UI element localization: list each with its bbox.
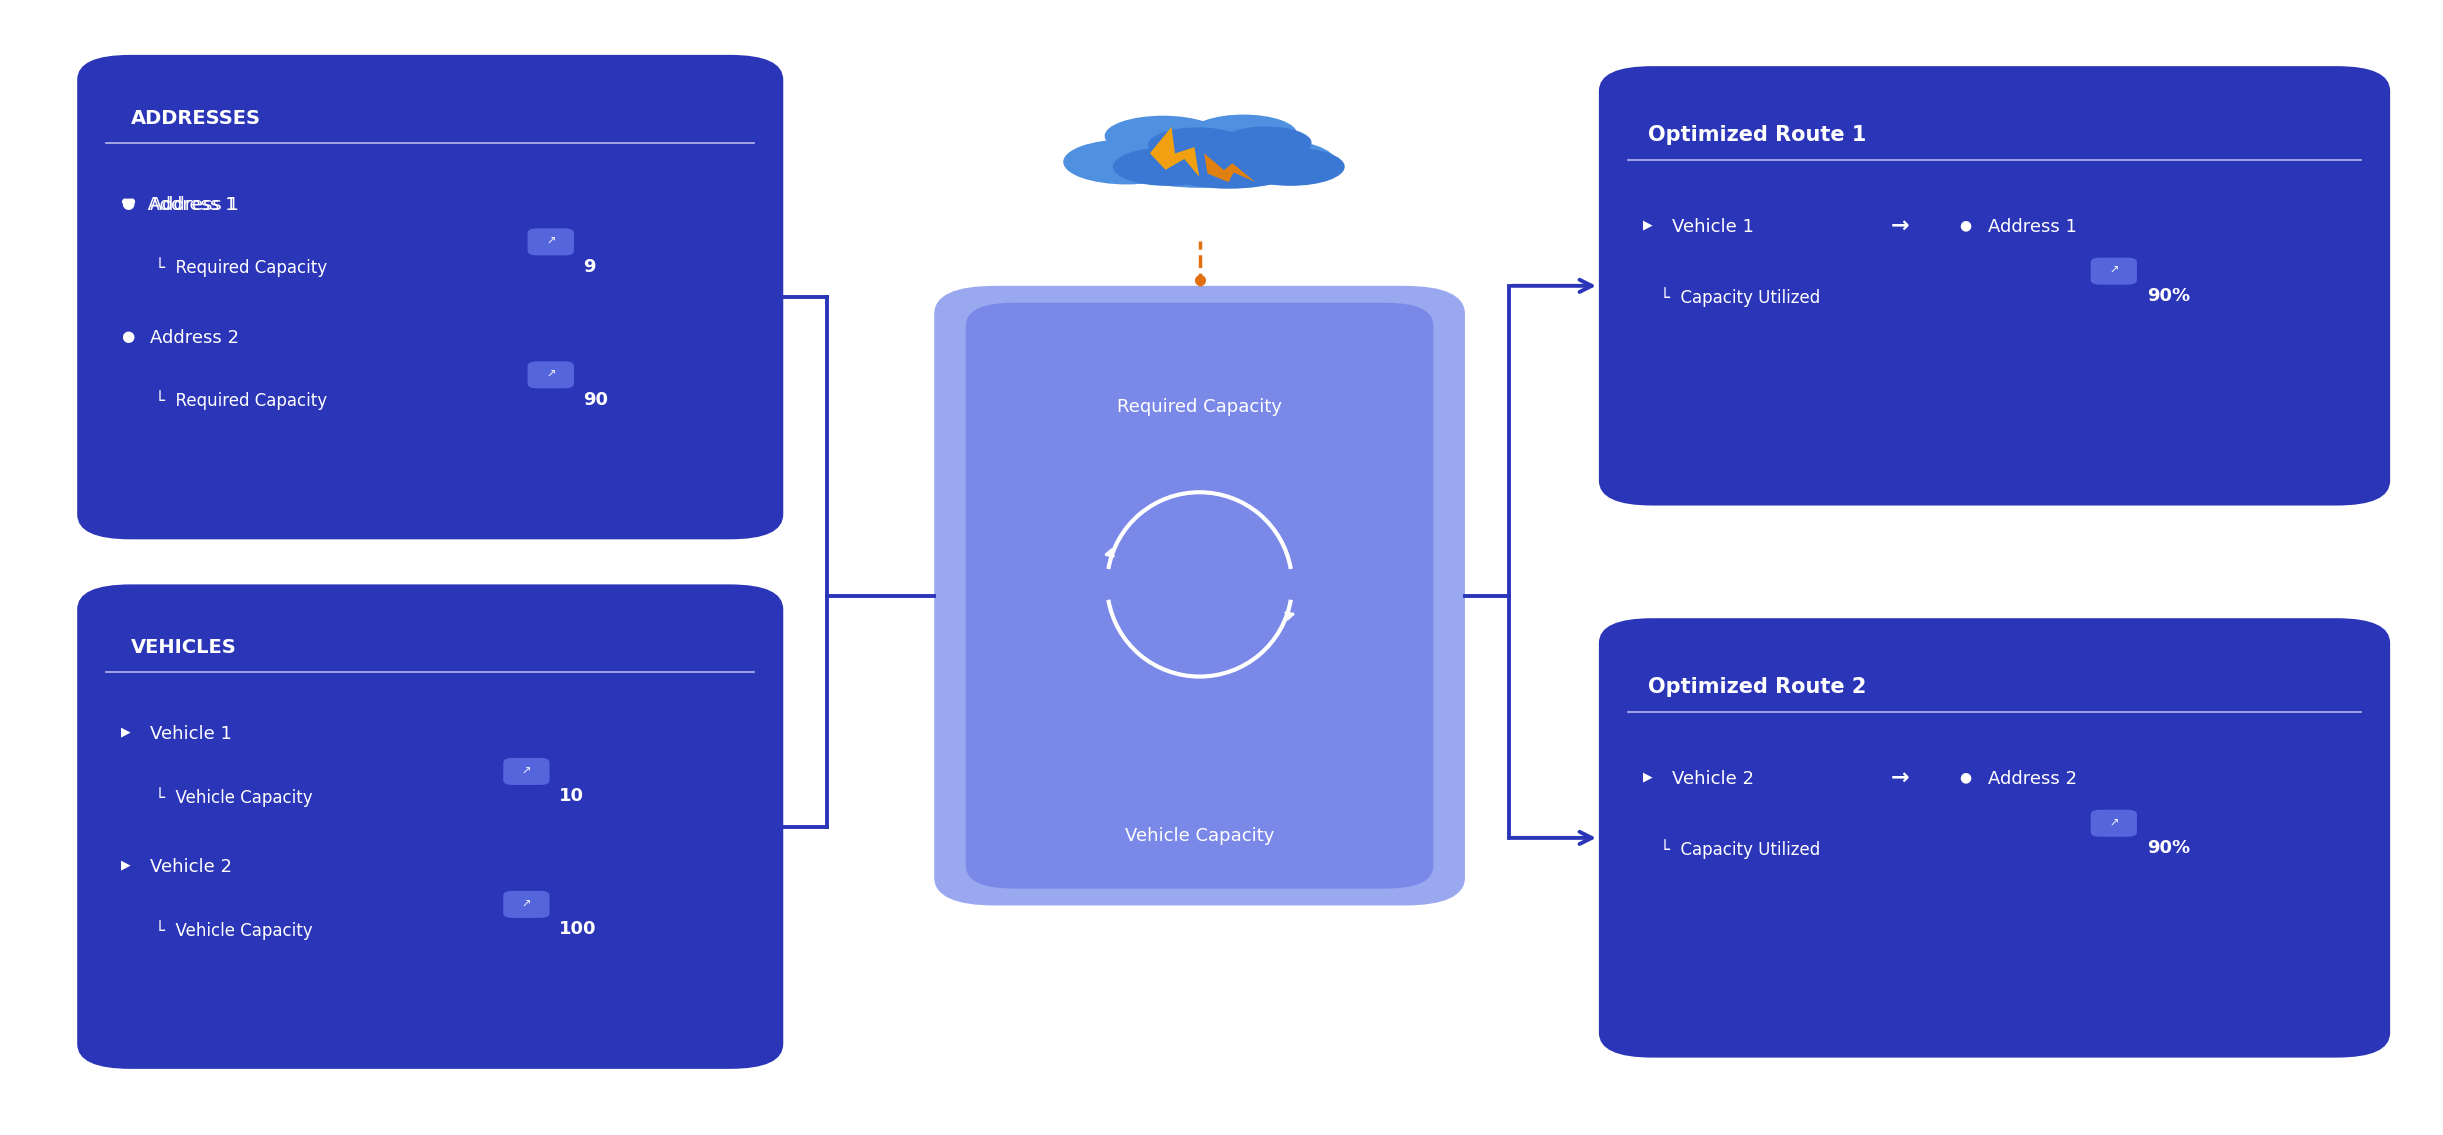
Text: →: →: [1891, 216, 1910, 236]
Text: ↗: ↗: [523, 899, 530, 909]
Text: Address 2: Address 2: [151, 329, 239, 346]
Text: ●: ●: [1959, 771, 1972, 784]
Text: Vehicle 2: Vehicle 2: [1671, 771, 1754, 789]
Polygon shape: [1151, 127, 1200, 177]
Text: └  Vehicle Capacity: └ Vehicle Capacity: [154, 920, 313, 940]
Text: Optimized Route 1: Optimized Route 1: [1647, 125, 1866, 145]
Ellipse shape: [1104, 116, 1222, 157]
Ellipse shape: [1209, 140, 1336, 184]
Text: ▶: ▶: [1642, 771, 1651, 783]
FancyBboxPatch shape: [1598, 619, 2389, 1058]
Ellipse shape: [1063, 140, 1190, 184]
Text: └  Vehicle Capacity: └ Vehicle Capacity: [154, 788, 313, 807]
Text: ↗: ↗: [2108, 818, 2118, 829]
Text: ADDRESSES: ADDRESSES: [132, 109, 261, 128]
Ellipse shape: [1222, 126, 1312, 159]
Text: Address 1: Address 1: [1989, 218, 2077, 236]
FancyBboxPatch shape: [78, 585, 784, 1069]
Text: ●: ●: [122, 329, 134, 344]
Text: ↗: ↗: [523, 766, 530, 776]
Text: ↗: ↗: [2108, 267, 2118, 276]
Text: ▶: ▶: [122, 725, 129, 738]
Text: Vehicle 1: Vehicle 1: [151, 725, 232, 743]
Text: └  Capacity Utilized: └ Capacity Utilized: [1659, 287, 1820, 306]
Text: └  Required Capacity: └ Required Capacity: [154, 258, 327, 277]
FancyBboxPatch shape: [2091, 258, 2138, 285]
Text: ●: ●: [1959, 218, 1972, 233]
Text: 90: 90: [584, 390, 608, 409]
Text: 100: 100: [559, 920, 596, 939]
Text: Address 1: Address 1: [151, 195, 239, 213]
Text: 90%: 90%: [2147, 839, 2189, 857]
Text: Vehicle 1: Vehicle 1: [1671, 218, 1754, 236]
Text: ▶: ▶: [122, 858, 129, 872]
FancyBboxPatch shape: [933, 286, 1466, 906]
Ellipse shape: [1236, 148, 1344, 186]
Text: Address 2: Address 2: [1989, 771, 2077, 789]
FancyBboxPatch shape: [528, 361, 574, 388]
Ellipse shape: [1114, 148, 1222, 186]
Text: VEHICLES: VEHICLES: [132, 639, 237, 657]
Text: 10: 10: [559, 788, 584, 805]
Text: ▶: ▶: [1642, 218, 1651, 232]
Text: Vehicle 2: Vehicle 2: [151, 858, 232, 876]
Ellipse shape: [1107, 125, 1292, 187]
Ellipse shape: [1190, 115, 1297, 153]
Text: Optimized Route 2: Optimized Route 2: [1647, 676, 1866, 697]
Ellipse shape: [1151, 135, 1307, 188]
Text: └  Required Capacity: └ Required Capacity: [154, 390, 327, 411]
Text: Vehicle Capacity: Vehicle Capacity: [1124, 826, 1275, 844]
Text: Required Capacity: Required Capacity: [1116, 398, 1283, 417]
Text: ●: ●: [122, 195, 134, 211]
FancyBboxPatch shape: [1598, 66, 2389, 505]
FancyBboxPatch shape: [503, 758, 550, 785]
FancyBboxPatch shape: [528, 228, 574, 255]
Text: └  Capacity Utilized: └ Capacity Utilized: [1659, 839, 1820, 859]
FancyBboxPatch shape: [78, 54, 784, 539]
Ellipse shape: [1148, 127, 1248, 162]
Text: 9: 9: [584, 258, 596, 276]
Text: ↗: ↗: [547, 370, 555, 380]
Text: 90%: 90%: [2147, 287, 2189, 305]
Text: ❤  Address 1: ❤ Address 1: [122, 195, 237, 213]
FancyBboxPatch shape: [503, 891, 550, 918]
FancyBboxPatch shape: [965, 303, 1434, 889]
FancyBboxPatch shape: [2091, 809, 2138, 836]
Text: ↗: ↗: [547, 237, 555, 247]
Polygon shape: [1204, 153, 1256, 182]
Text: →: →: [1891, 768, 1910, 788]
